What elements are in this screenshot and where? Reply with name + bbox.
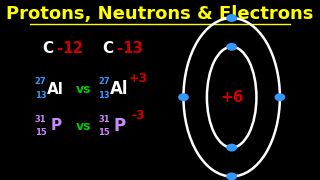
Circle shape — [227, 15, 236, 21]
Text: C: C — [42, 41, 53, 56]
Text: 27: 27 — [35, 77, 46, 86]
Text: C: C — [102, 41, 113, 56]
Text: 31: 31 — [98, 115, 110, 124]
Text: -3: -3 — [131, 109, 145, 122]
Text: vs: vs — [76, 83, 91, 96]
Text: 27: 27 — [98, 77, 110, 86]
Text: Al: Al — [47, 82, 64, 97]
Circle shape — [275, 94, 284, 100]
Text: 12: 12 — [62, 41, 83, 56]
Text: 31: 31 — [35, 115, 46, 124]
Text: 13: 13 — [122, 41, 143, 56]
Text: Protons, Neutrons & Electrons: Protons, Neutrons & Electrons — [6, 5, 314, 23]
Text: 15: 15 — [98, 128, 110, 137]
Text: -: - — [116, 41, 123, 56]
Text: 15: 15 — [35, 128, 46, 137]
Text: Al: Al — [110, 80, 129, 98]
Text: vs: vs — [76, 120, 91, 132]
Text: +6: +6 — [220, 90, 244, 105]
Text: P: P — [114, 117, 126, 135]
Circle shape — [227, 44, 236, 50]
Circle shape — [179, 94, 188, 100]
Text: P: P — [50, 118, 61, 134]
Text: 13: 13 — [98, 91, 110, 100]
Text: +3: +3 — [128, 72, 148, 85]
Circle shape — [227, 144, 236, 151]
Circle shape — [227, 173, 236, 180]
Text: -: - — [56, 41, 63, 56]
Text: 13: 13 — [35, 91, 46, 100]
